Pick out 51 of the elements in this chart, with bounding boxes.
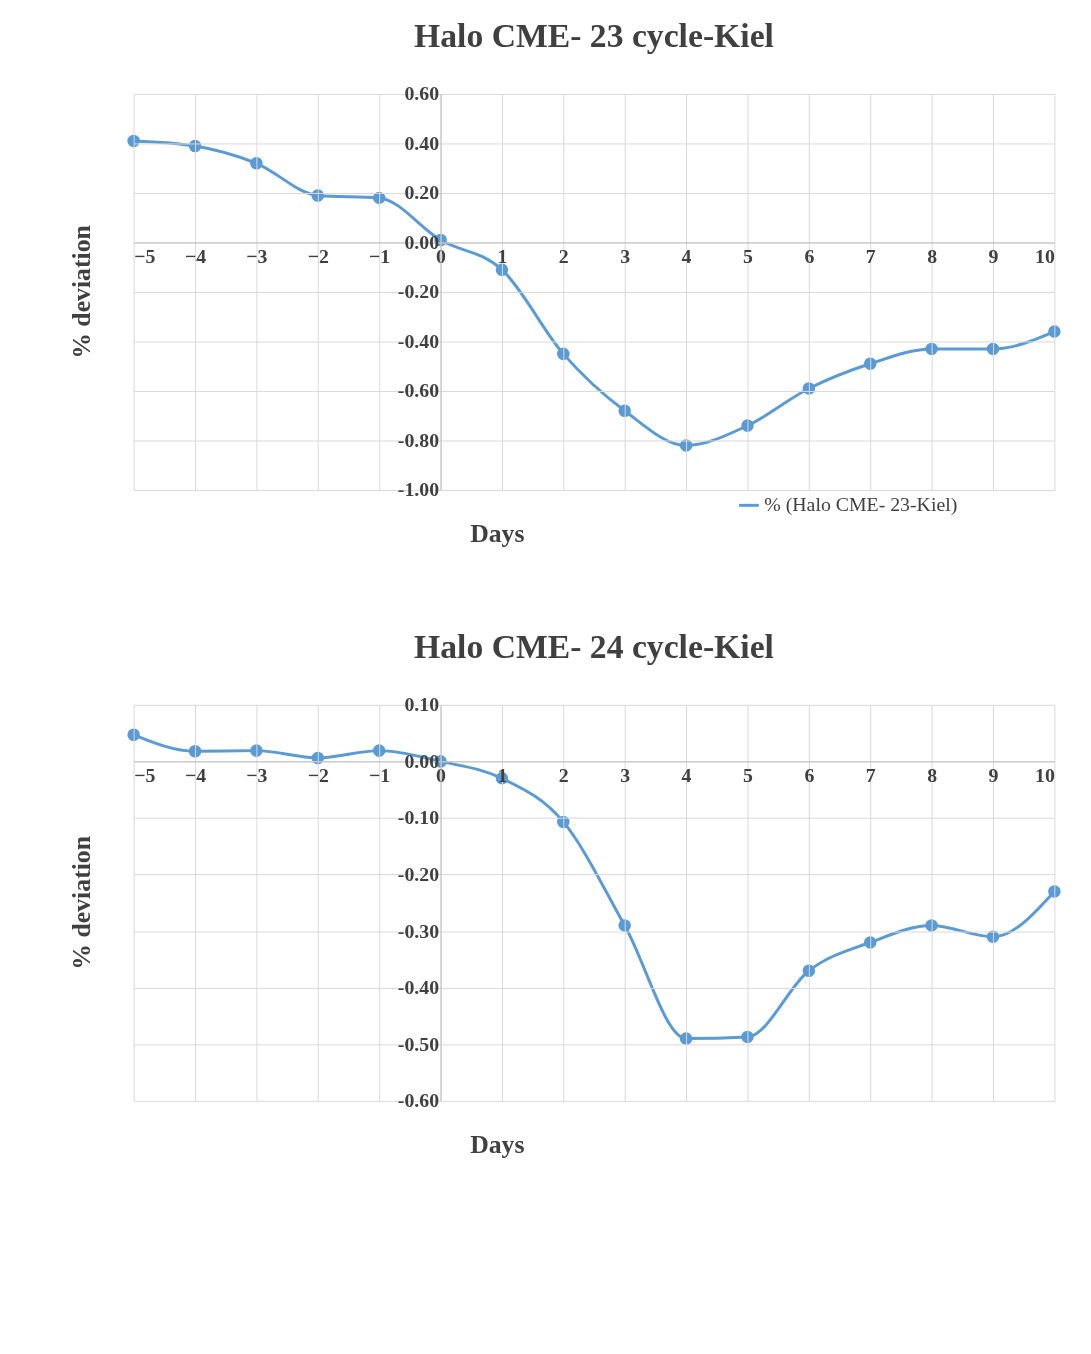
- y-tick-label: -0.80: [397, 428, 440, 451]
- x-tick-label: 7: [865, 763, 876, 786]
- x-tick-label: 8: [927, 244, 938, 267]
- x-tick-label: 1: [497, 244, 508, 267]
- x-tick-label: 9: [988, 244, 999, 267]
- x-tick-label: −5: [134, 763, 156, 786]
- x-tick-label: 2: [558, 244, 569, 267]
- x-tick-label: 3: [620, 763, 631, 786]
- y-tick-label: -0.50: [397, 1032, 440, 1055]
- y-tick-label: -0.60: [397, 379, 440, 402]
- x-tick-label: 4: [681, 244, 692, 267]
- y-tick-label: -0.40: [397, 976, 440, 999]
- legend-label: % (Halo CME- 23-Kiel): [764, 493, 958, 517]
- x-axis-title: Days: [470, 1130, 525, 1160]
- y-tick-label: 0.60: [404, 82, 440, 105]
- x-tick-label: 4: [681, 763, 692, 786]
- y-tick-label: -0.40: [397, 329, 440, 352]
- x-tick-label: 8: [927, 763, 938, 786]
- x-tick-label: −3: [246, 244, 268, 267]
- x-axis-title: Days: [470, 519, 525, 549]
- x-tick-label: 2: [558, 763, 569, 786]
- x-tick-label: −5: [134, 244, 156, 267]
- x-tick-label: 9: [988, 763, 999, 786]
- y-tick-label: -0.20: [397, 862, 440, 885]
- x-tick-label: −4: [184, 763, 207, 786]
- y-tick-label: 0.10: [404, 693, 440, 716]
- x-tick-label: −2: [307, 763, 329, 786]
- x-tick-label: 3: [620, 244, 631, 267]
- x-tick-label: −1: [369, 244, 391, 267]
- x-tick-label: −4: [184, 244, 207, 267]
- y-tick-label: -0.20: [397, 280, 440, 303]
- y-axis-title: % deviation: [67, 835, 97, 970]
- y-tick-label: -0.10: [397, 806, 440, 829]
- y-tick-label: -0.30: [397, 919, 440, 942]
- x-tick-label: 7: [865, 244, 876, 267]
- x-tick-label: 10: [1035, 244, 1055, 267]
- x-tick-label: −1: [369, 763, 391, 786]
- chart-title: Halo CME- 23 cycle-Kiel: [414, 17, 774, 55]
- y-tick-label: -1.00: [397, 478, 440, 501]
- x-tick-label: 5: [743, 244, 754, 267]
- x-tick-label: 5: [743, 763, 754, 786]
- y-tick-label: -0.60: [397, 1089, 440, 1112]
- x-tick-label: 6: [804, 763, 815, 786]
- chart-title: Halo CME- 24 cycle-Kiel: [414, 628, 774, 666]
- x-tick-label: 10: [1035, 763, 1055, 786]
- y-axis-title: % deviation: [67, 225, 97, 359]
- y-tick-label: 0.20: [404, 181, 440, 204]
- x-tick-label: −3: [246, 763, 268, 786]
- y-tick-label: 0.40: [404, 131, 440, 154]
- x-tick-label: −2: [307, 244, 329, 267]
- x-tick-label: 6: [804, 244, 815, 267]
